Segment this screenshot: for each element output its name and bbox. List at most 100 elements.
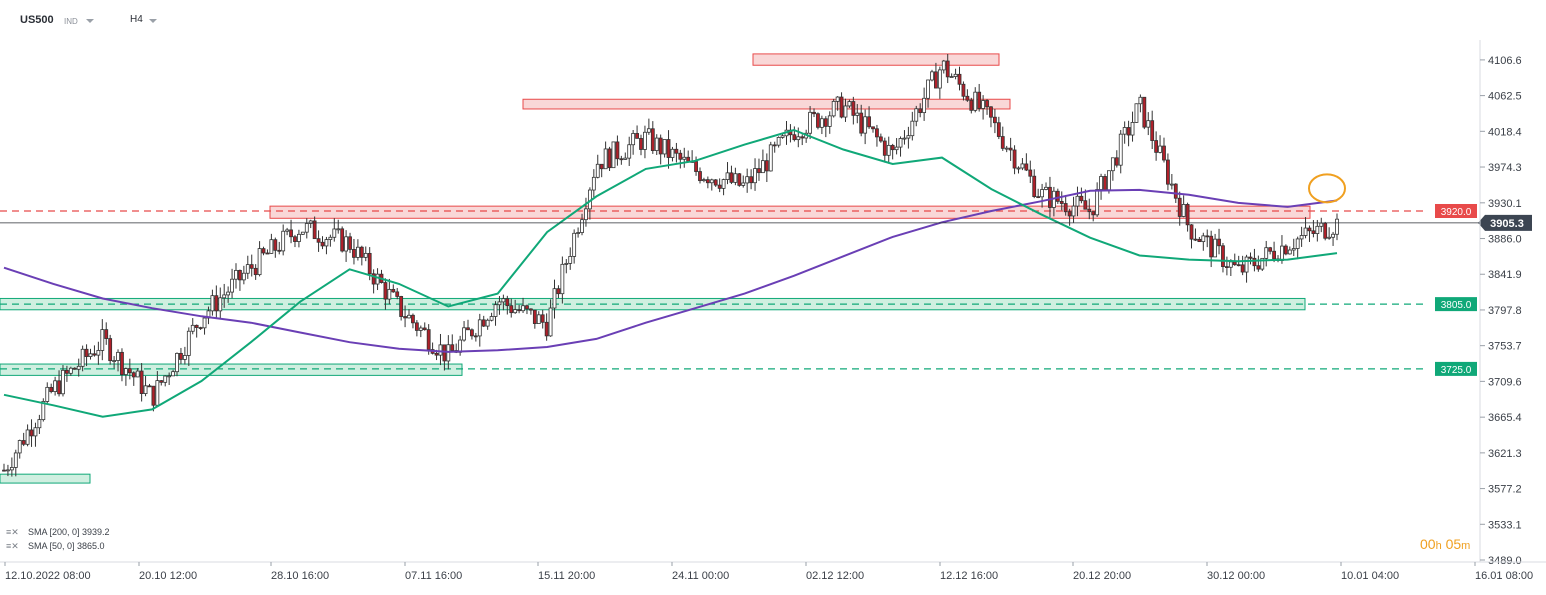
candle-down — [72, 367, 77, 370]
candle-up — [375, 273, 380, 285]
candle-down — [1059, 200, 1064, 204]
candle-up — [485, 319, 490, 327]
candle-up — [902, 137, 907, 140]
candle-up — [1099, 176, 1103, 190]
candle-up — [1122, 127, 1127, 135]
legend-sma-200[interactable]: ≡✕ SMA [200, 0] 3939.2 — [6, 527, 110, 538]
timeframe-selector[interactable]: H4 — [130, 14, 143, 25]
symbol-name[interactable]: US500 — [20, 14, 54, 26]
candle-up — [761, 160, 765, 174]
candle-down — [312, 220, 317, 240]
candle-down — [737, 173, 742, 186]
candle-up — [308, 220, 313, 224]
legend-sma-50[interactable]: ≡✕ SMA [50, 0] 3865.0 — [6, 541, 105, 552]
candle-up — [819, 118, 824, 128]
candle-down — [120, 351, 124, 376]
y-tick-label: 3930.1 — [1488, 198, 1522, 210]
candle-down — [989, 106, 993, 118]
candle-down — [316, 238, 321, 243]
candle-down — [214, 295, 219, 312]
candle-up — [1020, 163, 1025, 169]
candle-up — [76, 365, 81, 370]
candle-down — [851, 101, 856, 116]
candle-up — [643, 131, 647, 150]
candle-up — [953, 73, 958, 77]
candle-up — [1280, 245, 1284, 261]
y-tick-label: 3577.2 — [1488, 484, 1522, 496]
candle-down — [871, 126, 875, 130]
candle-down — [348, 236, 352, 250]
candle-down — [1162, 145, 1166, 161]
zone-resistance — [269, 205, 1311, 219]
countdown-hours: 00 — [1420, 536, 1436, 552]
candle-down — [1048, 186, 1052, 208]
candle-up — [1327, 236, 1332, 239]
candle-down — [249, 264, 254, 269]
candle-up — [1075, 195, 1080, 207]
candle-down — [1012, 149, 1017, 169]
candle-up — [572, 232, 577, 257]
candle-down — [1114, 157, 1119, 166]
candle-up — [493, 304, 498, 317]
candle-up — [1134, 103, 1139, 123]
candle-up — [234, 269, 238, 280]
candle-down — [918, 108, 923, 114]
candle-up — [1213, 238, 1218, 258]
candle-up — [603, 148, 608, 170]
candle-down — [934, 71, 938, 89]
candle-up — [670, 148, 675, 158]
candle-up — [584, 208, 588, 221]
candle-down — [1268, 247, 1273, 252]
candle-up — [116, 351, 120, 361]
current-price-layer: 3905.3 — [0, 214, 1532, 231]
candle-down — [713, 179, 718, 186]
timeframe-chevron-down-icon[interactable] — [149, 19, 157, 23]
candle-up — [753, 168, 757, 184]
candle-down — [717, 184, 722, 189]
candle-up — [33, 427, 38, 437]
candle-up — [949, 76, 954, 78]
candle-down — [816, 113, 820, 128]
x-tick-label: 12.12 16:00 — [940, 570, 998, 582]
candle-up — [580, 219, 584, 233]
candle-down — [823, 118, 828, 127]
candle-up — [702, 179, 706, 182]
candle-up — [591, 176, 596, 191]
candle-down — [882, 140, 887, 156]
x-tick-label: 07.11 16:00 — [405, 570, 462, 582]
candle-down — [473, 335, 478, 338]
candle-up — [981, 100, 986, 109]
candle-down — [151, 385, 156, 406]
candle-down — [65, 369, 69, 374]
candle-down — [159, 380, 164, 383]
settings-close-icon[interactable]: ≡✕ — [6, 527, 19, 537]
candle-down — [411, 314, 415, 324]
candle-down — [525, 305, 529, 310]
y-axis: 4106.6 4062.5 4018.4 3974.3 3930.1 3886.0 3841… — [1479, 40, 1522, 567]
candle-down — [1067, 211, 1072, 217]
candle-up — [941, 60, 946, 71]
candle-up — [202, 317, 207, 329]
candle-down — [147, 385, 152, 388]
candle-up — [631, 133, 636, 146]
candle-up — [167, 375, 172, 378]
candle-down — [615, 141, 620, 160]
sma-200-line — [3, 188, 1338, 353]
candle-up — [100, 329, 105, 351]
candle-down — [969, 99, 974, 111]
candle-up — [926, 79, 930, 99]
candle-down — [505, 298, 510, 307]
candle-up — [1110, 157, 1115, 172]
candle-down — [1224, 266, 1229, 268]
x-tick-label: 24.11 00:00 — [672, 570, 729, 582]
candle-down — [993, 116, 997, 124]
symbol-chevron-down-icon[interactable] — [86, 19, 94, 23]
candle-up — [682, 156, 687, 160]
candle-down — [1036, 196, 1041, 198]
settings-close-icon[interactable]: ≡✕ — [6, 541, 19, 551]
candle-up — [300, 231, 305, 235]
candle-down — [320, 241, 325, 247]
candle-up — [898, 138, 903, 148]
